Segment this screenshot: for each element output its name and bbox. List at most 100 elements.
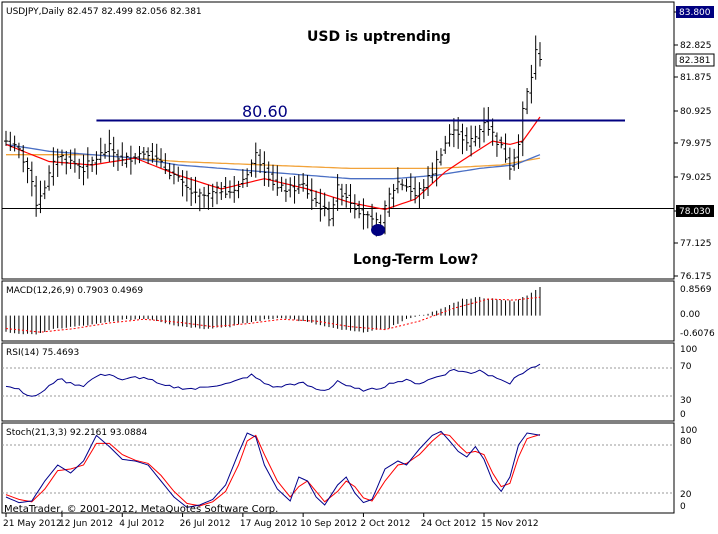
- price-bar: [326, 201, 331, 227]
- price-bar: [348, 184, 353, 213]
- price-bar: [430, 162, 435, 184]
- macd-tick-label: 0.8569: [680, 285, 712, 295]
- price-bar: [223, 176, 228, 199]
- rsi-line: [5, 363, 541, 397]
- rsi-tick-label: 30: [680, 396, 692, 406]
- price-bar: [382, 200, 387, 235]
- price-tick-label: 83.800: [679, 8, 711, 18]
- price-bar: [72, 148, 77, 173]
- price-bar: [494, 132, 499, 157]
- price-bar: [490, 118, 495, 146]
- price-bar: [469, 125, 474, 157]
- price-bar: [240, 169, 245, 188]
- rsi-tick-label: 100: [680, 345, 697, 355]
- price-bar: [115, 149, 120, 171]
- price-tick-label: 82.825: [680, 41, 712, 51]
- price-bar: [357, 200, 362, 219]
- macd-panel[interactable]: [1, 280, 675, 342]
- price-bar: [167, 162, 172, 180]
- price-bar: [305, 175, 310, 199]
- price-bar: [499, 136, 504, 149]
- price-bar: [189, 177, 194, 206]
- price-bar: [413, 177, 418, 204]
- price-bar: [171, 164, 176, 185]
- price-bar: [103, 143, 108, 159]
- x-tick-label: 12 Jun 2012: [59, 519, 113, 529]
- price-bar: [258, 149, 263, 174]
- price-bar: [249, 159, 254, 177]
- price-bar: [370, 203, 375, 230]
- stoch-tick-label: 0: [680, 502, 686, 512]
- x-tick-label: 24 Oct 2012: [421, 519, 477, 529]
- price-bar: [301, 173, 306, 192]
- price-bar: [533, 35, 538, 80]
- rsi-layer: [2, 363, 674, 397]
- stoch-main-line: [5, 430, 541, 508]
- stoch-panel[interactable]: [1, 422, 675, 514]
- price-bar: [434, 150, 439, 187]
- stoch-label: Stoch(21,3,3) 92.2161 93.0884: [6, 428, 147, 438]
- price-bar: [335, 174, 340, 211]
- macd-tick-label: -0.6076: [680, 329, 715, 339]
- price-bar: [529, 64, 534, 104]
- stoch-tick-label: 80: [680, 437, 692, 447]
- rsi-tick-label: 70: [680, 362, 692, 372]
- current-price-box: [675, 53, 715, 67]
- price-bar: [77, 158, 82, 179]
- price-tick-label: 81.875: [680, 73, 712, 83]
- price-tick-label: 79.975: [680, 139, 712, 149]
- price-bar: [438, 148, 443, 166]
- price-bar: [271, 164, 275, 191]
- price-bar: [314, 190, 319, 207]
- price-bar: [227, 180, 232, 199]
- price-bar: [154, 143, 159, 166]
- price-bar: [421, 179, 426, 200]
- price-tick-label: 78.030: [679, 207, 711, 217]
- price-tick-label: 80.925: [680, 107, 712, 117]
- price-bar: [128, 145, 133, 175]
- price-bar: [279, 176, 284, 192]
- price-bar: [456, 117, 461, 149]
- rsi-panel[interactable]: [1, 342, 675, 422]
- price-bar: [292, 175, 297, 204]
- price-bar: [387, 187, 392, 217]
- price-bar: [51, 147, 56, 186]
- price-bar: [55, 148, 60, 177]
- price-bar: [520, 101, 525, 157]
- price-bar: [232, 176, 237, 203]
- price-bar: [391, 183, 396, 208]
- x-tick-label: 10 Sep 2012: [300, 519, 357, 529]
- rsi-tick-label: 0: [680, 410, 686, 420]
- price-bar: [400, 179, 405, 191]
- x-tick-label: 17 Aug 2012: [240, 519, 298, 529]
- price-bar: [361, 198, 366, 230]
- price-bar: [309, 178, 314, 210]
- footer-copyright: MetaTrader, © 2001-2012, MetaQuotes Soft…: [4, 504, 278, 515]
- trend-annotation: USD is uptrending: [307, 29, 451, 45]
- price-bar: [137, 145, 142, 164]
- price-bar: [42, 180, 47, 200]
- price-bar: [525, 88, 530, 115]
- price-bar: [266, 161, 271, 187]
- price-bar: [202, 186, 207, 208]
- price-bar: [81, 154, 86, 186]
- price-bar: [120, 142, 125, 167]
- macd-layer: [5, 287, 541, 335]
- price-tick-label: 77.125: [680, 239, 712, 249]
- price-bar: [296, 174, 301, 194]
- price-bar: [339, 183, 344, 206]
- price-bar: [38, 180, 43, 214]
- price-bar: [25, 157, 30, 184]
- x-tick-label: 4 Jul 2012: [119, 519, 164, 529]
- price-bar: [275, 165, 280, 196]
- price-bar: [197, 188, 202, 212]
- price-bar: [146, 147, 151, 164]
- price-bar: [47, 165, 52, 191]
- price-bar: [331, 197, 336, 227]
- price-tick-label: 79.025: [680, 173, 712, 183]
- price-bar: [538, 42, 542, 67]
- macd-label: MACD(12,26,9) 0.7903 0.4969: [6, 286, 143, 296]
- price-bar: [245, 168, 250, 187]
- price-bar: [318, 188, 323, 222]
- macd-tick-label: 0.00: [680, 310, 700, 320]
